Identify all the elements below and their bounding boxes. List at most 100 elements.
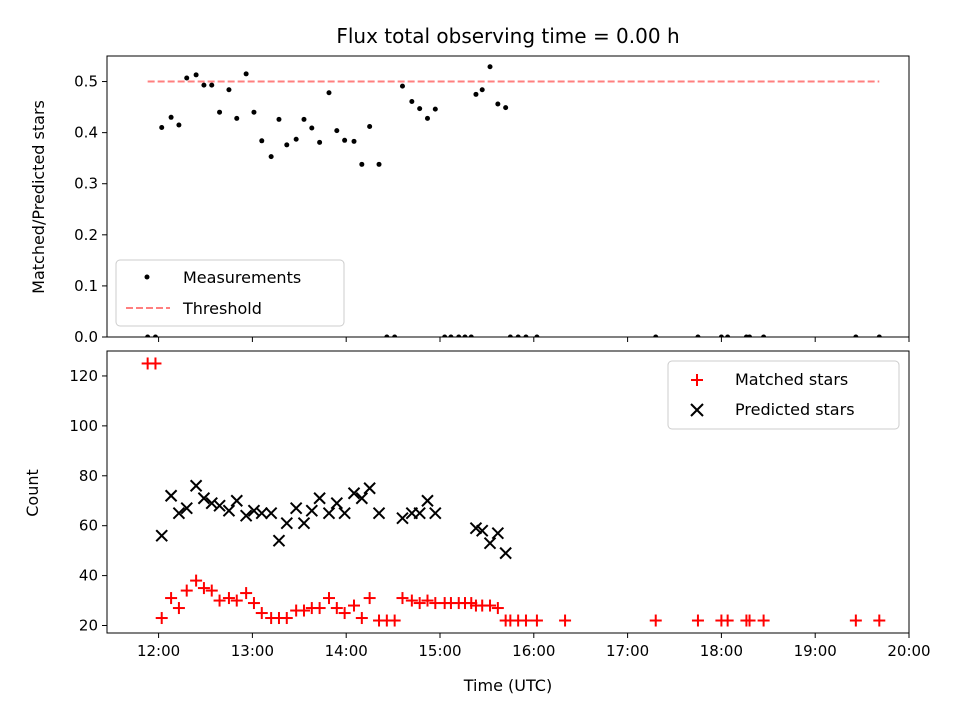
top-x-ticks — [158, 337, 910, 342]
predicted-star-point — [499, 546, 512, 560]
bottom-y-tick-label: 60 — [79, 517, 98, 535]
predicted-star-point — [429, 507, 442, 520]
measurement-point — [442, 334, 448, 337]
predicted-star-point — [396, 511, 409, 525]
measurement-point — [334, 128, 340, 134]
predicted-star-point — [239, 509, 253, 522]
bottom-y-tick-label: 20 — [79, 617, 98, 635]
measurement-point — [317, 139, 323, 145]
predicted-star-point — [491, 526, 505, 540]
predicted-star-point — [363, 482, 376, 495]
predicted-star-point — [155, 529, 168, 542]
matched-star-point — [484, 599, 497, 612]
bottom-x-axis-label: Time (UTC) — [463, 676, 552, 695]
matched-star-point — [519, 614, 532, 627]
matched-star-point — [213, 594, 226, 607]
measurement-point — [399, 83, 405, 89]
matched-star-point — [297, 604, 310, 617]
matched-star-point — [247, 597, 260, 610]
predicted-star-point — [421, 494, 434, 507]
matched-star-point — [149, 357, 162, 370]
measurement-point — [473, 91, 479, 97]
matched-star-point — [240, 587, 253, 600]
measurement-point — [243, 71, 249, 77]
predicted-star-point — [355, 492, 369, 505]
matched-star-point — [355, 612, 368, 625]
predicted-star-point — [330, 497, 344, 510]
top-data-layer — [145, 64, 882, 337]
predicted-star-point — [313, 492, 326, 505]
measurement-point — [176, 122, 182, 128]
measurement-point — [152, 334, 158, 337]
measurement-point — [209, 82, 215, 88]
predicted-star-point — [255, 507, 268, 520]
measurement-point — [359, 161, 365, 167]
predicted-star-point — [280, 516, 293, 530]
top-y-tick-label: 0.3 — [74, 175, 98, 193]
measurement-point — [293, 136, 299, 142]
predicted-star-point — [305, 504, 319, 517]
legend-matched-label: Matched stars — [735, 370, 848, 389]
predicted-star-point — [172, 507, 186, 520]
predicted-star-point — [475, 524, 489, 537]
predicted-star-point — [297, 516, 311, 530]
predicted-star-point — [247, 504, 261, 517]
top-axes: 0.0 0.1 0.2 0.3 0.4 0.5 Flux total observing … — [29, 24, 910, 346]
measurement-point — [234, 115, 240, 121]
matched-star-point — [222, 592, 235, 605]
measurement-point — [384, 334, 390, 337]
bottom-axes: 20 40 60 80 100 120 12:00 13:00 14:00 15:00 16:00… — [23, 350, 931, 695]
measurement-point — [515, 334, 521, 337]
measurement-point — [432, 106, 438, 112]
bottom-y-tick-label: 120 — [69, 367, 98, 385]
matched-star-point — [491, 602, 504, 615]
matched-star-point — [413, 597, 426, 610]
top-y-tick-label: 0.2 — [74, 226, 98, 244]
bottom-data-layer — [141, 357, 886, 627]
measurement-point — [523, 334, 529, 337]
bottom-x-tick-label: 14:00 — [325, 642, 368, 660]
measurement-point — [159, 125, 165, 131]
matched-star-point — [559, 614, 572, 627]
bottom-x-tick-label: 18:00 — [700, 642, 743, 660]
measurement-point — [367, 124, 373, 130]
top-legend-box — [115, 259, 345, 327]
measurement-point — [417, 106, 423, 112]
matched-star-point — [190, 574, 203, 587]
matched-star-point — [405, 594, 418, 607]
measurement-point — [168, 114, 174, 120]
matched-star-point — [849, 614, 862, 627]
matched-star-point — [155, 612, 168, 625]
measurement-point — [718, 334, 724, 337]
measurement-point — [761, 334, 767, 337]
measurement-point — [226, 87, 232, 93]
bottom-y-tick-label: 80 — [79, 467, 98, 485]
measurement-point — [853, 334, 859, 337]
measurement-point — [351, 138, 357, 144]
measurement-point — [259, 138, 265, 144]
matched-star-point — [757, 614, 770, 627]
measurement-point — [201, 82, 207, 88]
measurement-point — [184, 75, 190, 81]
bottom-x-tick-label: 17:00 — [606, 642, 649, 660]
matched-star-point — [743, 614, 756, 627]
bottom-x-tick-label: 13:00 — [231, 642, 274, 660]
predicted-star-point — [413, 507, 426, 520]
predicted-star-point — [469, 521, 483, 535]
measurement-point — [534, 334, 540, 337]
bottom-y-axis-label: Count — [23, 469, 42, 517]
measurement-point — [695, 334, 701, 337]
matched-star-point — [721, 614, 734, 627]
measurement-point — [193, 72, 199, 78]
measurement-point — [725, 334, 731, 337]
predicted-star-point — [164, 489, 178, 502]
predicted-star-point — [197, 492, 211, 505]
legend-predicted-label: Predicted stars — [735, 400, 855, 419]
measurement-point — [503, 105, 509, 111]
measurement-point — [276, 116, 282, 122]
predicted-star-point — [289, 502, 303, 515]
bottom-legend: Matched stars Predicted stars — [667, 360, 900, 430]
measurement-point — [251, 109, 257, 115]
measurement-point — [456, 334, 462, 337]
measurement-point — [326, 90, 332, 96]
